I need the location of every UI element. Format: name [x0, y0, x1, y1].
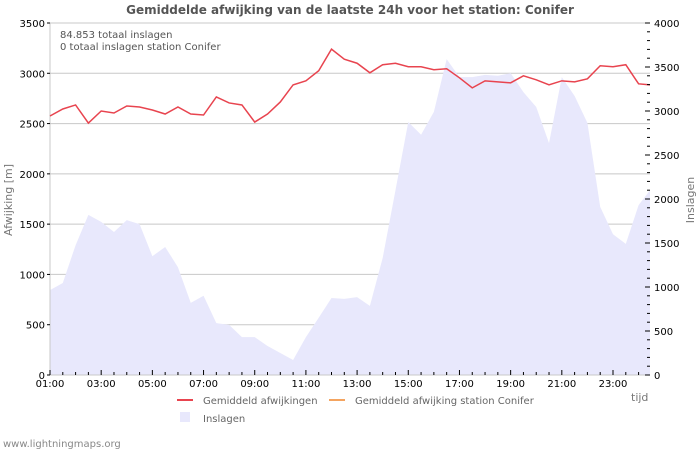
legend-item-inslagen: Inslagen	[180, 412, 245, 425]
legend-label: Gemiddeld afwijkingen	[203, 396, 318, 407]
y-tick-label: 3500	[20, 19, 45, 30]
x-axis-label: tijd	[631, 391, 648, 404]
axes	[49, 22, 650, 376]
y2-tick-label: 3500	[654, 63, 679, 74]
y-tick-label: 0	[39, 371, 45, 382]
legend-item-gemiddeld-afwijkingen: Gemiddeld afwijkingen	[177, 396, 318, 407]
y2-tick-label: 1500	[654, 239, 679, 250]
x-tick-label: 01:00	[36, 379, 65, 390]
legend-label: Gemiddeld afwijking station Conifer	[355, 396, 535, 407]
y2-tick-label: 4000	[654, 19, 679, 30]
inslagen-area	[50, 59, 650, 375]
y-tick-label: 2500	[20, 120, 45, 131]
x-tick-label: 13:00	[343, 379, 372, 390]
x-axis-ticks: 01:00 03:00 05:00 07:00 09:00 11:00 13:00 15:00…	[36, 370, 640, 390]
x-tick-label: 21:00	[547, 379, 576, 390]
x-tick-label: 09:00	[240, 379, 269, 390]
y-tick-label: 3000	[20, 69, 45, 80]
y-axis-right-ticks: 0 500 1000 1500 2000 2500 3000 3500 4000	[645, 19, 679, 382]
legend-item-station-afwijking: Gemiddeld afwijking station Conifer	[329, 396, 535, 407]
y2-tick-label: 3000	[654, 107, 679, 118]
y-tick-label: 500	[26, 321, 45, 332]
info-total-strikes: 84.853 totaal inslagen	[60, 30, 172, 41]
y-axis-left-ticks: 0 500 1000 1500 2000 2500 3000 3500	[20, 19, 50, 382]
y2-tick-label: 0	[654, 371, 660, 382]
gemiddeld-afwijkingen-line	[49, 48, 651, 125]
x-tick-label: 19:00	[496, 379, 525, 390]
y-axis-label: Afwijking [m]	[2, 164, 15, 236]
footer-credit: www.lightningmaps.org	[3, 439, 121, 450]
y2-tick-label: 2500	[654, 151, 679, 162]
x-tick-label: 03:00	[87, 379, 116, 390]
y-tick-label: 2000	[20, 170, 45, 181]
x-tick-label: 11:00	[291, 379, 320, 390]
info-station-strikes: 0 totaal inslagen station Conifer	[60, 42, 221, 53]
y2-axis-label: Inslagen	[684, 177, 697, 223]
y-tick-label: 1000	[20, 270, 45, 281]
y2-tick-label: 2000	[654, 195, 679, 206]
x-tick-label: 07:00	[189, 379, 218, 390]
x-tick-label: 17:00	[445, 379, 474, 390]
legend-label: Inslagen	[203, 414, 245, 425]
x-tick-label: 23:00	[599, 379, 628, 390]
x-tick-label: 15:00	[394, 379, 423, 390]
chart-title: Gemiddelde afwijking van de laatste 24h …	[126, 3, 574, 17]
y2-tick-label: 1000	[654, 283, 679, 294]
y2-tick-label: 500	[654, 327, 673, 338]
legend-swatch-area	[180, 412, 190, 422]
legend: Gemiddeld afwijkingen Gemiddeld afwijkin…	[177, 396, 535, 425]
y-tick-label: 1500	[20, 220, 45, 231]
x-tick-label: 05:00	[138, 379, 167, 390]
